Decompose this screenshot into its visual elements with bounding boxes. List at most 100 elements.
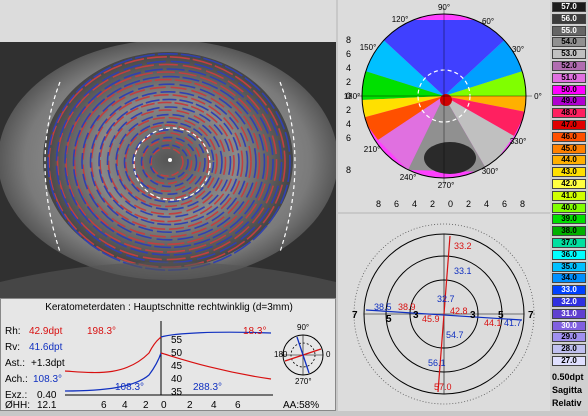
pupil-center-marker [168, 158, 172, 162]
power-center-left: 45.9 [422, 314, 440, 324]
scale-value: 27.0 [561, 356, 577, 365]
scale-value: 47.0 [561, 120, 577, 129]
topo-x-6-left: 6 [394, 199, 399, 209]
scale-swatch: 50.0 [552, 84, 586, 95]
placido-ring [150, 147, 184, 177]
red-meridian-curve-right [160, 352, 272, 380]
placido-ring [123, 121, 215, 203]
topo-x-6-right: 6 [502, 199, 507, 209]
y-tick-35: 35 [171, 387, 183, 398]
mini-axis-left: 180 [274, 350, 288, 359]
topo-y-8-bottom: 8 [346, 165, 351, 175]
rv-value: 41.6dpt [29, 342, 63, 353]
scale-mode-sagitta[interactable]: Sagitta [552, 385, 583, 395]
mini-axis-right: 0 [326, 350, 331, 359]
eye-panel-header [0, 0, 336, 43]
placido-ring [64, 68, 274, 256]
rh-axis: 198.3° [87, 326, 117, 337]
ohh-value: 12.1 [37, 400, 57, 411]
placido-ring [107, 109, 227, 215]
keratometer-panel: Keratometerdaten : Hauptschnitte rechtwi… [0, 298, 336, 411]
power-inner-bottom: 56.1 [428, 358, 446, 368]
placido-ring [141, 139, 193, 185]
topo-angle-0: 0° [534, 92, 542, 101]
power-outer-top: 33.2 [454, 241, 472, 251]
scale-swatch: 42.0 [552, 179, 586, 189]
placido-ring [132, 129, 206, 196]
red-meridian-curve-left [65, 336, 162, 374]
placido-rings [47, 53, 291, 271]
x-tick-right-6: 6 [235, 400, 241, 411]
placido-eye-image[interactable] [0, 42, 336, 298]
scale-swatch: 28.0 [552, 344, 586, 355]
power-outer-bottom: 57.0 [434, 382, 452, 392]
placido-ring [81, 83, 257, 241]
topo-angle-240: 240° [400, 173, 417, 182]
scale-swatch: 36.0 [552, 249, 586, 260]
scale-value: 28.0 [561, 344, 577, 354]
rh-label: Rh: [5, 326, 21, 337]
scale-value: 31.0 [561, 308, 577, 318]
scale-value: 42.0 [561, 179, 577, 188]
topo-angle-270: 270° [438, 181, 455, 190]
scale-swatch: 47.0 [552, 120, 586, 130]
scale-value: 39.0 [561, 214, 577, 224]
scale-swatch: 35.0 [552, 261, 586, 272]
scale-mode-relativ[interactable]: Relativ [552, 398, 582, 408]
topo-x-8-right: 8 [520, 199, 525, 209]
topo-y-4-top: 4 [346, 63, 351, 73]
topo-angle-210: 210° [364, 145, 381, 154]
topo-x-2-right: 2 [466, 199, 471, 209]
dioptre-color-scale: 57.0 56.0 55.0 54.0 53.0 52.0 51.0 50.0 49.0 48.0… [550, 0, 588, 411]
power-right-inner: 44.1 [484, 318, 502, 328]
topo-angle-300: 300° [482, 167, 499, 176]
exz-label: Exz.: [5, 390, 28, 401]
limbus-right-mark [279, 81, 296, 253]
power-right-outer: 41.7 [504, 318, 522, 328]
topo-angle-30: 30° [512, 45, 524, 54]
scale-value: 44.0 [561, 155, 577, 165]
power-left-outer: 38.5 [374, 302, 392, 312]
scale-swatch: 39.0 [552, 214, 586, 225]
mm-label-3-right: 3 [470, 310, 476, 321]
rv-label: Rv: [5, 342, 20, 353]
placido-ring [55, 60, 283, 264]
scale-value: 45.0 [561, 143, 577, 153]
exz-value: 0.40 [37, 390, 57, 401]
scale-value: 55.0 [561, 25, 577, 35]
scale-swatch: 33.0 [552, 285, 586, 296]
refractive-power-diagram[interactable]: 33.2 33.1 32.7 38.5 38.9 45.9 42.8 44.1 … [338, 214, 550, 411]
scale-value: 41.0 [561, 190, 577, 200]
topo-x-0: 0 [448, 199, 453, 209]
topo-x-2-left: 2 [430, 199, 435, 209]
x-tick-right-4: 4 [211, 400, 217, 411]
topo-angle-150: 150° [360, 43, 377, 52]
scale-value: 32.0 [561, 297, 577, 306]
topo-x-8-left: 8 [376, 199, 381, 209]
mm-label-7-right: 7 [528, 310, 534, 321]
scale-swatch: 51.0 [552, 72, 586, 83]
blue-meridian-curve-left [65, 352, 162, 392]
topo-y-6-bottom: 6 [346, 133, 351, 143]
scale-swatch: 34.0 [552, 273, 586, 284]
y-tick-50: 50 [171, 348, 183, 359]
scale-step-label: 0.50dpt [552, 372, 584, 382]
scale-value: 52.0 [561, 61, 577, 70]
power-center-right: 42.8 [450, 306, 468, 316]
scale-value: 43.0 [561, 167, 577, 177]
scale-swatch: 44.0 [552, 155, 586, 166]
scale-swatch: 38.0 [552, 226, 586, 237]
placido-ring [99, 101, 235, 223]
curve-blue-right-label: 288.3° [193, 382, 223, 393]
scale-value: 29.0 [561, 332, 577, 342]
topography-map-panel: 90° 60° 30° 0° 330° 300° 270° 240° 210° … [338, 0, 550, 212]
scale-value: 38.0 [561, 226, 577, 236]
topography-color-map[interactable]: 90° 60° 30° 0° 330° 300° 270° 240° 210° … [338, 0, 550, 212]
scale-swatch: 57.0 [552, 2, 586, 12]
scale-value: 35.0 [561, 261, 577, 271]
scale-value: 34.0 [561, 273, 577, 283]
rv-axis-right: 18.3° [243, 326, 267, 337]
scale-value: 46.0 [561, 131, 577, 141]
keratometer-title: Keratometerdaten : Hauptschnitte rechtwi… [45, 302, 293, 313]
mm-label-3-left: 3 [413, 310, 419, 321]
